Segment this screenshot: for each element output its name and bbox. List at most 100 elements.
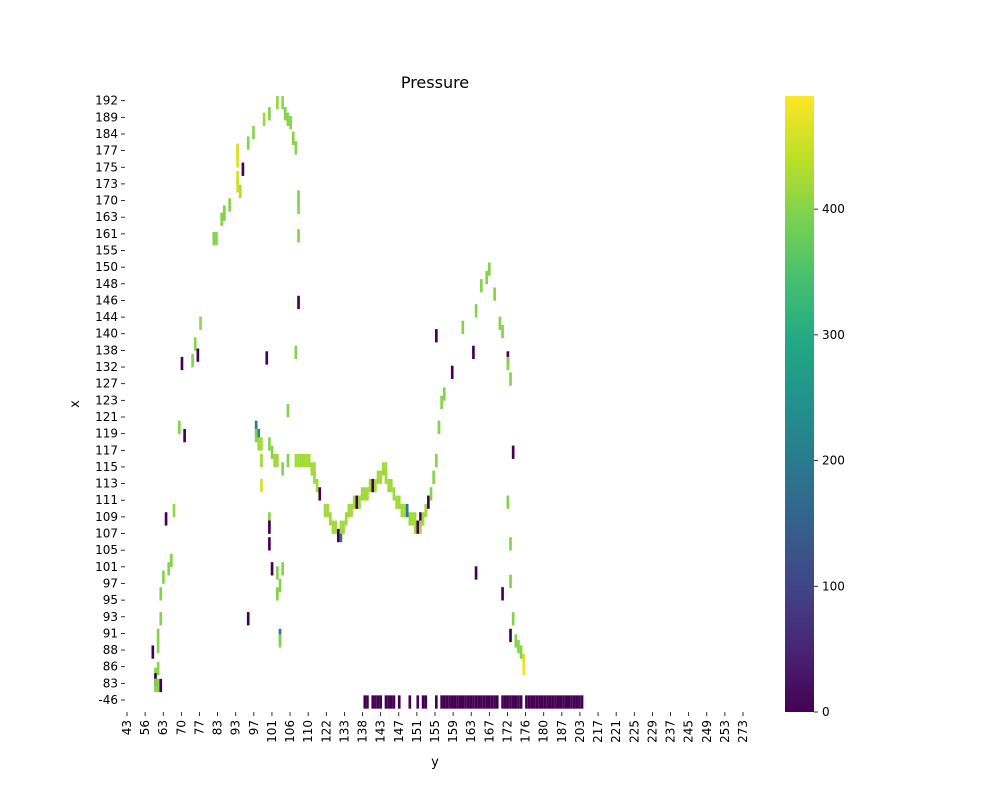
heatmap-cell — [456, 695, 459, 709]
heatmap-cell — [400, 503, 404, 518]
heatmap-cell — [440, 695, 443, 709]
heatmap-cell — [495, 695, 499, 709]
y-tick-label: 86 — [103, 660, 118, 674]
heatmap-cell — [511, 612, 515, 626]
heatmap-cell — [294, 453, 298, 468]
heatmap-cell — [180, 356, 184, 371]
heatmap-cell — [334, 520, 337, 534]
y-tick-label: 101 — [95, 560, 118, 574]
heatmap-cell — [156, 639, 160, 654]
heatmap-cell — [265, 351, 269, 365]
heatmap-cell — [241, 162, 245, 176]
heatmap-cell — [281, 462, 284, 476]
heatmap-cell — [530, 695, 534, 709]
plot-area — [151, 96, 584, 709]
x-tick-label: 133 — [337, 720, 351, 743]
y-tick-label: 127 — [95, 377, 118, 391]
heatmap-cell — [435, 453, 438, 468]
heatmap-cell — [374, 478, 377, 493]
y-tick-label: 144 — [95, 310, 118, 324]
heatmap-cell — [260, 437, 263, 451]
heatmap-cell — [371, 478, 375, 493]
heatmap-cell — [342, 520, 345, 534]
heatmap-cell — [270, 562, 274, 576]
heatmap-cell — [395, 495, 398, 509]
heatmap-cell — [278, 578, 282, 593]
y-axis: 192 189 184 177 175 173 170 163 161 155 150 148 146 1… — [95, 94, 125, 707]
heatmap-cell — [419, 520, 422, 534]
heatmap-cell — [384, 695, 388, 709]
heatmap-cell — [506, 495, 510, 509]
heatmap-cell — [509, 695, 512, 709]
heatmap-cell — [379, 695, 383, 709]
heatmap-cell — [424, 503, 428, 518]
heatmap-cell — [474, 695, 478, 709]
heatmap-cell — [299, 453, 303, 468]
heatmap-cell — [260, 478, 263, 493]
x-tick-label: 101 — [265, 720, 279, 743]
heatmap-cell — [193, 337, 197, 351]
heatmap-cell — [480, 695, 483, 709]
heatmap-cell — [525, 695, 528, 709]
heatmap-cell — [535, 695, 539, 709]
x-tick-label: 56 — [138, 720, 152, 735]
heatmap-cell — [286, 112, 290, 126]
y-tick-label: 146 — [95, 293, 118, 307]
heatmap-cell — [297, 200, 300, 214]
heatmap-cell — [485, 270, 488, 285]
x-tick-label: 159 — [446, 720, 460, 743]
heatmap-cell — [368, 478, 372, 493]
heatmap-cell — [397, 495, 401, 509]
heatmap-cell — [291, 131, 295, 145]
heatmap-cell — [276, 587, 279, 601]
x-tick-label: 97 — [247, 720, 261, 735]
x-tick-label: 253 — [718, 720, 732, 743]
heatmap-cell — [472, 345, 475, 360]
heatmap-cell — [156, 662, 160, 676]
heatmap-cell — [162, 570, 165, 584]
heatmap-cell — [347, 503, 351, 518]
x-tick-label: 180 — [537, 720, 551, 743]
heatmap-cell — [268, 437, 271, 451]
heatmap-cell — [315, 478, 319, 493]
heatmap-cell — [257, 428, 261, 443]
heatmap-cell — [522, 662, 526, 676]
heatmap-cell — [546, 695, 549, 709]
heatmap-cell — [448, 695, 451, 709]
heatmap-cell — [575, 695, 579, 709]
heatmap-cell — [164, 512, 168, 526]
heatmap-cell — [262, 112, 266, 126]
heatmap-cell — [442, 695, 446, 709]
heatmap-cell — [154, 678, 157, 693]
heatmap-cell — [506, 356, 510, 371]
heatmap-cell — [360, 487, 364, 501]
heatmap-cell — [572, 695, 576, 709]
heatmap-cell — [257, 437, 261, 451]
heatmap-cell — [281, 562, 284, 576]
heatmap-cell — [276, 453, 279, 468]
heatmap-cell — [302, 453, 306, 468]
heatmap-cell — [268, 512, 271, 526]
heatmap-cell — [268, 107, 271, 121]
y-tick-label: 155 — [95, 244, 118, 258]
heatmap-cell — [487, 262, 491, 276]
heatmap-cell — [159, 587, 163, 601]
heatmap-cell — [286, 453, 290, 468]
heatmap-cell — [273, 453, 277, 468]
colorbar-tick-label: 100 — [822, 579, 845, 593]
y-tick-label: 107 — [95, 527, 118, 541]
heatmap-cell — [379, 470, 383, 484]
heatmap-cell — [498, 316, 502, 330]
x-tick-label: 203 — [573, 720, 587, 743]
heatmap-cell — [493, 695, 496, 709]
heatmap-cell — [514, 634, 518, 648]
heatmap-cell — [427, 495, 430, 509]
x-tick-label: 43 — [120, 720, 134, 735]
x-tick-label: 138 — [356, 720, 370, 743]
heatmap-cell — [509, 574, 512, 588]
y-tick-label: 148 — [95, 277, 118, 291]
x-tick-label: 249 — [700, 720, 714, 743]
y-tick-label: 105 — [95, 543, 118, 557]
heatmap-cell — [313, 462, 316, 476]
heatmap-cell — [252, 125, 255, 140]
